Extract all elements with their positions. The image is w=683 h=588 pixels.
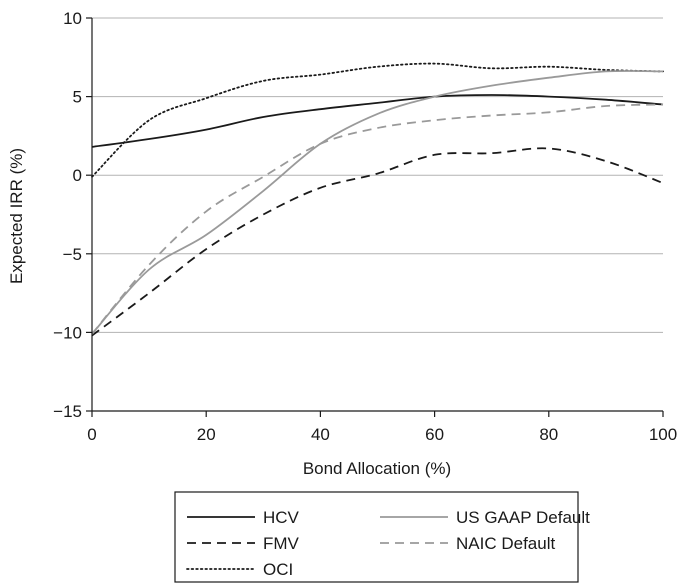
series-line-oci <box>91 62 664 178</box>
series-line-fmv <box>91 147 664 337</box>
y-tick-label: −15 <box>53 402 82 421</box>
legend-items: HCV FMV OCI US GAAP Default NAIC Default <box>186 508 590 579</box>
x-tick-label: 20 <box>197 425 216 444</box>
x-tick-label: 0 <box>87 425 96 444</box>
grid-lines <box>92 17 663 333</box>
series-line-naic-default <box>91 103 664 335</box>
series-line-us-gaap-default <box>91 70 664 335</box>
y-axis-label: Expected IRR (%) <box>7 148 26 284</box>
legend-label: US GAAP Default <box>456 508 590 527</box>
legend-label: HCV <box>263 508 300 527</box>
y-tick-label: −10 <box>53 323 82 342</box>
y-tick-label: −5 <box>63 245 82 264</box>
series-lines <box>91 62 664 337</box>
x-tick-label: 40 <box>311 425 330 444</box>
legend-label: NAIC Default <box>456 534 555 553</box>
x-tick-label: 60 <box>425 425 444 444</box>
y-tick-label: 10 <box>63 9 82 28</box>
legend-label: OCI <box>263 560 293 579</box>
axes <box>86 17 664 417</box>
series-line-hcv <box>91 94 664 148</box>
x-axis-label: Bond Allocation (%) <box>303 459 451 478</box>
legend-label: FMV <box>263 534 300 553</box>
x-tick-label: 80 <box>539 425 558 444</box>
y-tick-label: 0 <box>73 166 82 185</box>
legend: HCV FMV OCI US GAAP Default NAIC Default <box>174 491 590 583</box>
x-tick-label: 100 <box>649 425 677 444</box>
legend-frame <box>174 491 579 583</box>
y-tick-label: 5 <box>73 88 82 107</box>
